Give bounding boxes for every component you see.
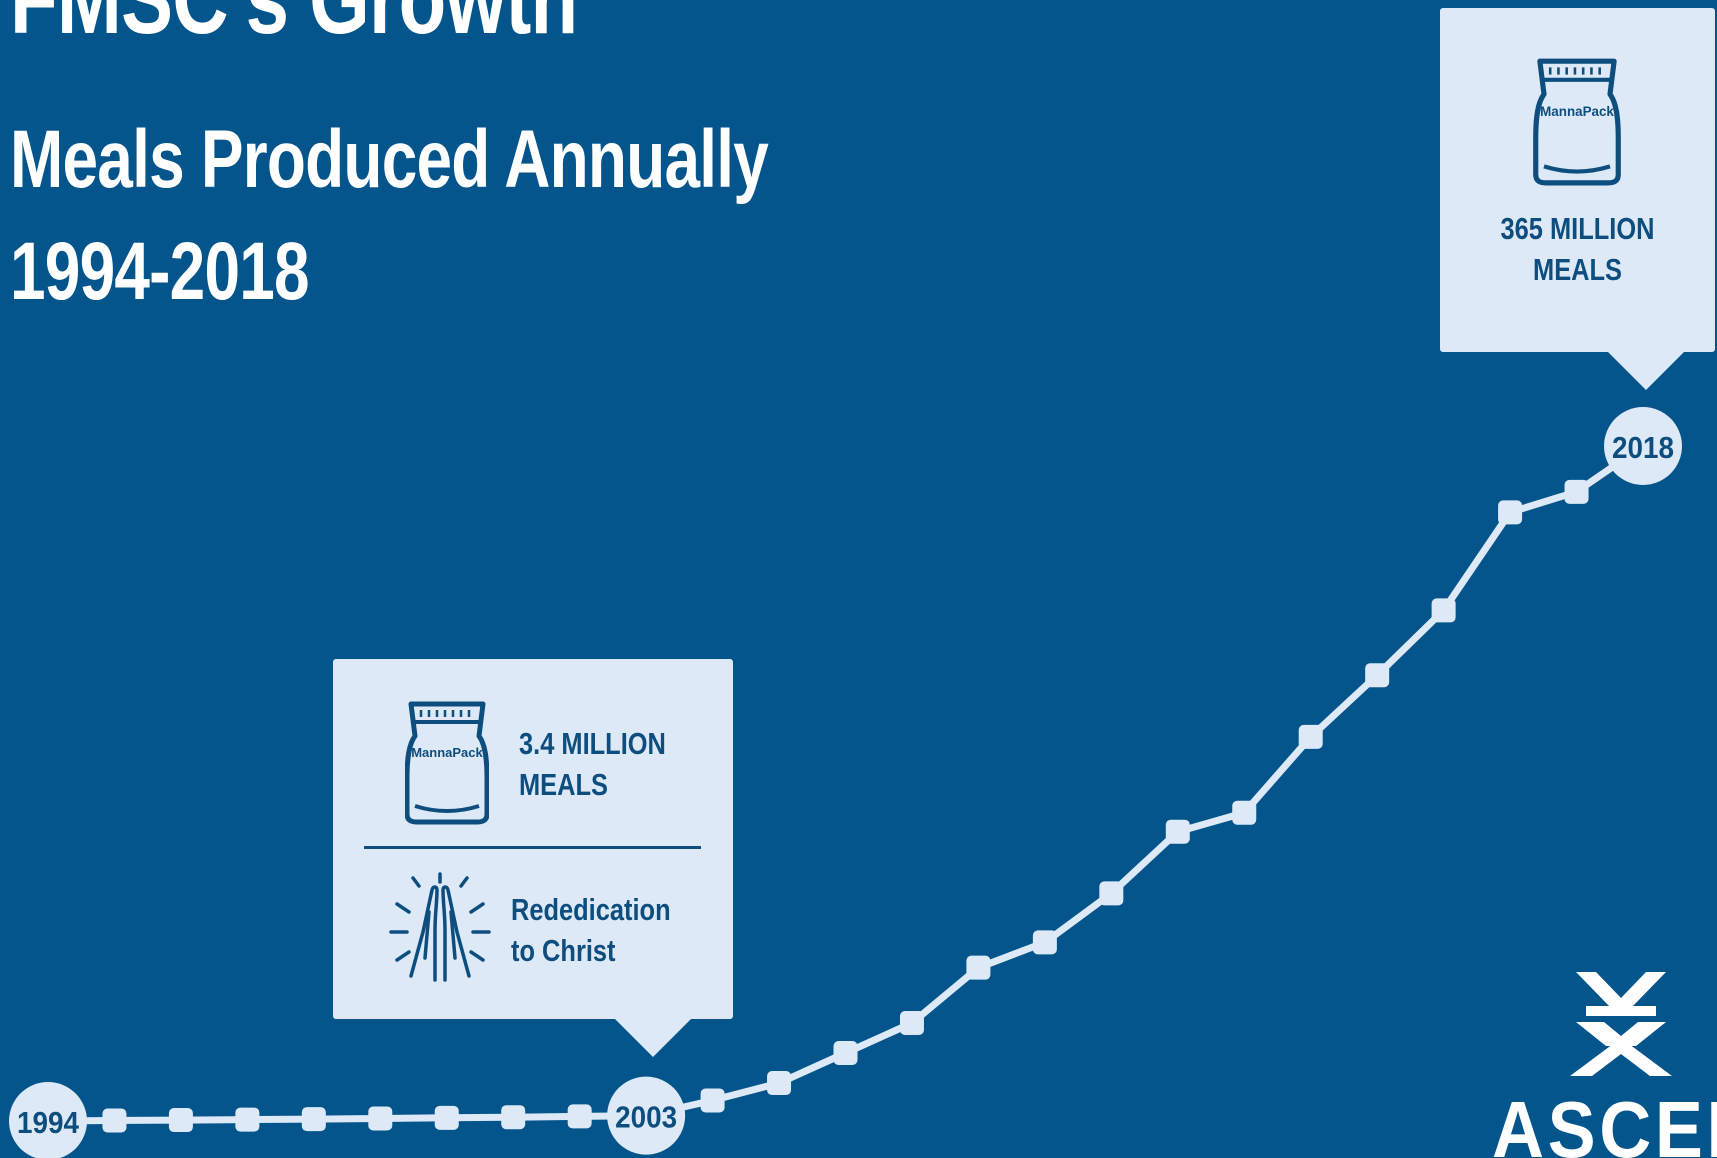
data-point-2010 (1099, 881, 1124, 906)
callout-2003-pointer (615, 1019, 691, 1057)
early-meals-line2: MEALS (519, 767, 608, 802)
latest-meals-line2: MEALS (1533, 252, 1622, 287)
event-line1: Rededication (511, 892, 671, 927)
data-point-2009 (1032, 930, 1057, 955)
praying-hands-icon (389, 872, 491, 982)
chart-subtitle: Meals Produced Annually (10, 114, 769, 205)
data-point-2015 (1431, 598, 1456, 623)
data-point-2001 (501, 1105, 526, 1130)
bag-label: MannaPack (1540, 104, 1614, 119)
data-point-1999 (368, 1106, 393, 1131)
data-point-1996 (168, 1108, 193, 1133)
data-point-2003 (607, 1076, 686, 1155)
early-meals-line1: 3.4 MILLION (519, 726, 666, 761)
logo-wordmark: ASCEN (1492, 1085, 1717, 1158)
data-point-1998 (301, 1107, 326, 1132)
callout-divider (364, 846, 701, 849)
data-point-1995 (102, 1108, 127, 1133)
latest-meals-line1: 365 MILLION (1500, 211, 1655, 246)
series-layer (9, 407, 1682, 1158)
data-point-2008 (966, 955, 991, 980)
data-point-1997 (235, 1107, 260, 1132)
data-point-2012 (1232, 800, 1257, 825)
mannapack-bag-icon: MannaPack (405, 701, 489, 825)
bag-label: MannaPack (411, 745, 483, 760)
year-label-1994: 1994 (17, 1105, 80, 1140)
data-point-2018 (1604, 407, 1682, 485)
data-point-2002 (567, 1104, 592, 1129)
data-point-2014 (1365, 663, 1390, 688)
data-point-1994 (9, 1082, 87, 1158)
chart-year-range: 1994-2018 (10, 226, 310, 317)
data-point-2005 (767, 1071, 792, 1096)
callout-2003: MannaPack 3.4 MILLION MEALS Rededication (333, 659, 733, 1057)
year-label-2003: 2003 (615, 1100, 677, 1135)
year-labels-layer: 1994 2003 2018 (17, 430, 1674, 1140)
data-point-2011 (1165, 819, 1190, 844)
data-point-2006 (833, 1041, 858, 1066)
data-point-2004 (700, 1088, 725, 1113)
ascend-arrows-icon (1570, 972, 1672, 1076)
data-point-2000 (434, 1105, 459, 1130)
event-line2: to Christ (511, 933, 616, 968)
callout-2018: MannaPack 365 MILLION MEALS (1440, 8, 1715, 390)
series-line (47, 443, 1645, 1125)
mannapack-bag-icon: MannaPack (1533, 58, 1621, 186)
data-point-2007 (899, 1010, 924, 1035)
data-point-2016 (1498, 500, 1523, 525)
data-point-2013 (1298, 724, 1323, 749)
year-label-2018: 2018 (1612, 430, 1674, 465)
page-title: FMSC's Growth (10, 0, 578, 54)
callout-2018-pointer (1608, 352, 1684, 390)
data-point-2017 (1564, 479, 1589, 504)
